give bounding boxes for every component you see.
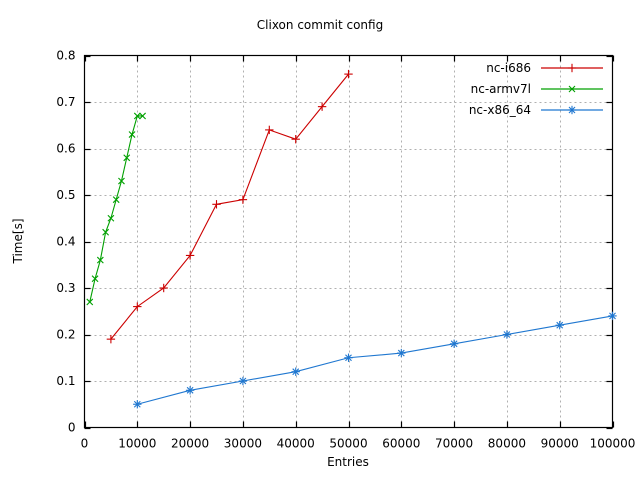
series-line-nc-i686 — [110, 73, 349, 340]
y-tick-label: 0.5 — [56, 188, 75, 202]
data-point — [344, 353, 353, 362]
gridlines — [84, 55, 613, 428]
series-nc-i686 — [106, 69, 353, 344]
data-point — [238, 195, 248, 204]
legend-label-nc-x86_64: nc-x86_64 — [469, 103, 531, 117]
data-point — [317, 102, 327, 111]
data-point — [212, 200, 221, 209]
legend-marker-nc-x86_64 — [567, 105, 577, 115]
x-axis-label: Entries — [327, 455, 369, 469]
data-point — [502, 330, 512, 339]
y-tick-label: 0.8 — [56, 49, 75, 63]
x-axis-tick-labels: 0 10000 20000 30000 40000 50000 60000 70000 8000… — [81, 437, 636, 451]
y-tick-label: 0.7 — [56, 95, 75, 109]
x-tick-label: 70000 — [435, 437, 473, 451]
x-tick-label: 0 — [81, 437, 89, 451]
data-point — [608, 311, 617, 321]
data-point — [344, 69, 353, 79]
legend-marker-nc-i686 — [567, 63, 577, 73]
data-point — [291, 135, 300, 144]
data-point — [107, 214, 115, 222]
x-tick-label: 20000 — [171, 437, 209, 451]
data-point — [96, 256, 104, 264]
plot-area-border — [83, 54, 614, 429]
data-point — [265, 125, 274, 135]
data-point — [91, 275, 99, 283]
x-tick-label: 80000 — [488, 437, 526, 451]
data-point — [112, 196, 120, 204]
data-point — [159, 283, 168, 293]
data-point — [449, 339, 459, 348]
x-tick-label: 10000 — [118, 437, 156, 451]
data-point — [86, 298, 94, 306]
data-point — [128, 131, 136, 138]
x-tick-label: 90000 — [541, 437, 579, 451]
data-point — [102, 228, 110, 236]
series-nc-x86_64 — [133, 311, 617, 409]
x-tick-label: 100000 — [590, 437, 636, 451]
y-tick-label: 0 — [68, 421, 76, 435]
data-point — [139, 112, 146, 120]
series-nc-armv7l — [86, 112, 146, 306]
data-point — [185, 251, 195, 260]
data-point — [185, 386, 195, 395]
legend-label-nc-armv7l: nc-armv7l — [471, 82, 531, 96]
x-tick-label: 50000 — [329, 437, 367, 451]
series-line-nc-x86_64 — [137, 315, 613, 405]
data-point — [123, 154, 131, 162]
legend-marker-nc-armv7l — [568, 85, 576, 93]
y-tick-label: 0.4 — [56, 235, 75, 249]
chart-title: Clixon commit config — [257, 18, 383, 32]
data-point — [291, 367, 300, 376]
data-point — [397, 348, 406, 358]
data-series-group — [86, 69, 617, 409]
y-axis-label: Time[s] — [11, 219, 25, 265]
tick-marks — [84, 55, 615, 430]
legend: nc-i686 nc-armv7l nc-x86_64 — [469, 61, 603, 117]
data-point — [555, 321, 564, 330]
data-point — [238, 376, 248, 386]
data-point — [106, 334, 116, 344]
y-tick-label: 0.1 — [56, 374, 75, 388]
y-axis-tick-labels: 0 0.1 0.2 0.3 0.4 0.5 0.6 0.7 0.8 — [56, 49, 75, 435]
y-tick-label: 0.3 — [56, 281, 75, 295]
x-tick-label: 40000 — [277, 437, 315, 451]
y-tick-label: 0.2 — [56, 328, 75, 342]
data-point — [133, 112, 141, 120]
x-tick-label: 60000 — [382, 437, 420, 451]
data-point — [133, 302, 142, 311]
legend-label-nc-i686: nc-i686 — [486, 61, 531, 75]
y-tick-label: 0.6 — [56, 142, 75, 156]
data-point — [133, 400, 142, 409]
x-tick-label: 30000 — [224, 437, 262, 451]
data-point — [118, 177, 125, 185]
